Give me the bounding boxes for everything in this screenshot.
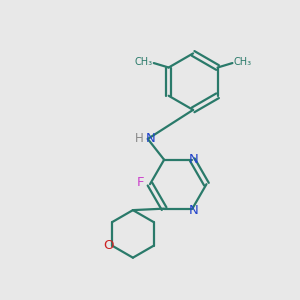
- Text: F: F: [137, 176, 144, 189]
- Text: N: N: [189, 153, 199, 166]
- Text: H: H: [135, 132, 144, 145]
- Text: CH₃: CH₃: [234, 58, 252, 68]
- Text: CH₃: CH₃: [134, 58, 152, 68]
- Text: N: N: [189, 204, 199, 217]
- Text: N: N: [145, 132, 155, 145]
- Text: O: O: [103, 239, 114, 252]
